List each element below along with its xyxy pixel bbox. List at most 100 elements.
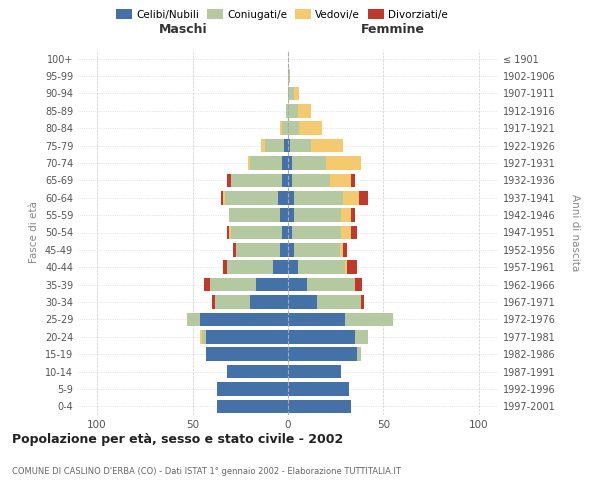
Bar: [227, 365, 288, 378]
Bar: [256, 278, 288, 291]
Bar: [288, 122, 299, 135]
Bar: [250, 295, 288, 309]
Bar: [288, 86, 294, 100]
Bar: [288, 70, 290, 83]
Text: COMUNE DI CASLINO D'ERBA (CO) - Dati ISTAT 1° gennaio 2002 - Elaborazione TUTTIT: COMUNE DI CASLINO D'ERBA (CO) - Dati IST…: [12, 468, 401, 476]
Bar: [294, 243, 340, 256]
Bar: [317, 295, 361, 309]
Bar: [206, 348, 288, 361]
Bar: [357, 348, 361, 361]
Bar: [341, 226, 351, 239]
Bar: [288, 348, 357, 361]
Bar: [202, 330, 206, 344]
Bar: [292, 226, 341, 239]
Bar: [288, 260, 298, 274]
Bar: [326, 156, 361, 170]
Bar: [307, 278, 355, 291]
Bar: [351, 226, 357, 239]
Bar: [341, 208, 351, 222]
Bar: [351, 208, 355, 222]
Bar: [282, 226, 288, 239]
Bar: [292, 174, 330, 187]
Bar: [288, 226, 292, 239]
Bar: [361, 295, 364, 309]
Text: Maschi: Maschi: [158, 23, 208, 36]
Bar: [233, 243, 236, 256]
Bar: [280, 243, 288, 256]
Bar: [204, 278, 210, 291]
Bar: [288, 208, 294, 222]
Bar: [280, 208, 288, 222]
Bar: [292, 156, 326, 170]
Bar: [359, 191, 368, 204]
Bar: [229, 226, 231, 239]
Bar: [345, 260, 347, 274]
Y-axis label: Fasce di età: Fasce di età: [29, 202, 39, 264]
Bar: [343, 243, 347, 256]
Bar: [298, 104, 311, 118]
Bar: [221, 191, 223, 204]
Bar: [288, 295, 317, 309]
Bar: [288, 174, 292, 187]
Bar: [351, 174, 355, 187]
Text: Popolazione per età, sesso e stato civile - 2002: Popolazione per età, sesso e stato civil…: [12, 432, 343, 446]
Bar: [187, 312, 200, 326]
Bar: [288, 156, 292, 170]
Bar: [299, 122, 322, 135]
Bar: [206, 330, 288, 344]
Bar: [288, 191, 294, 204]
Bar: [261, 139, 265, 152]
Bar: [280, 122, 282, 135]
Bar: [250, 156, 282, 170]
Bar: [231, 174, 282, 187]
Bar: [278, 191, 288, 204]
Bar: [355, 330, 368, 344]
Bar: [345, 312, 393, 326]
Bar: [210, 278, 256, 291]
Bar: [298, 260, 345, 274]
Bar: [330, 174, 351, 187]
Bar: [311, 139, 343, 152]
Bar: [227, 226, 229, 239]
Bar: [290, 139, 311, 152]
Bar: [294, 208, 341, 222]
Bar: [288, 278, 307, 291]
Bar: [200, 330, 202, 344]
Bar: [355, 278, 362, 291]
Bar: [212, 295, 215, 309]
Bar: [217, 382, 288, 396]
Bar: [347, 260, 357, 274]
Bar: [294, 86, 299, 100]
Bar: [227, 260, 273, 274]
Bar: [282, 156, 288, 170]
Bar: [227, 174, 231, 187]
Bar: [288, 382, 349, 396]
Bar: [200, 312, 288, 326]
Bar: [282, 122, 288, 135]
Bar: [229, 208, 280, 222]
Bar: [225, 191, 278, 204]
Bar: [288, 400, 351, 413]
Bar: [215, 295, 250, 309]
Bar: [288, 312, 345, 326]
Bar: [282, 174, 288, 187]
Bar: [288, 330, 355, 344]
Bar: [340, 243, 343, 256]
Bar: [288, 104, 298, 118]
Bar: [265, 139, 284, 152]
Bar: [231, 226, 282, 239]
Bar: [248, 156, 250, 170]
Bar: [217, 400, 288, 413]
Bar: [288, 243, 294, 256]
Legend: Celibi/Nubili, Coniugati/e, Vedovi/e, Divorziati/e: Celibi/Nubili, Coniugati/e, Vedovi/e, Di…: [112, 5, 452, 24]
Text: Femmine: Femmine: [361, 23, 425, 36]
Bar: [223, 191, 225, 204]
Bar: [236, 243, 280, 256]
Bar: [288, 139, 290, 152]
Bar: [284, 139, 288, 152]
Bar: [273, 260, 288, 274]
Bar: [286, 104, 288, 118]
Bar: [223, 260, 227, 274]
Bar: [294, 191, 343, 204]
Bar: [288, 365, 341, 378]
